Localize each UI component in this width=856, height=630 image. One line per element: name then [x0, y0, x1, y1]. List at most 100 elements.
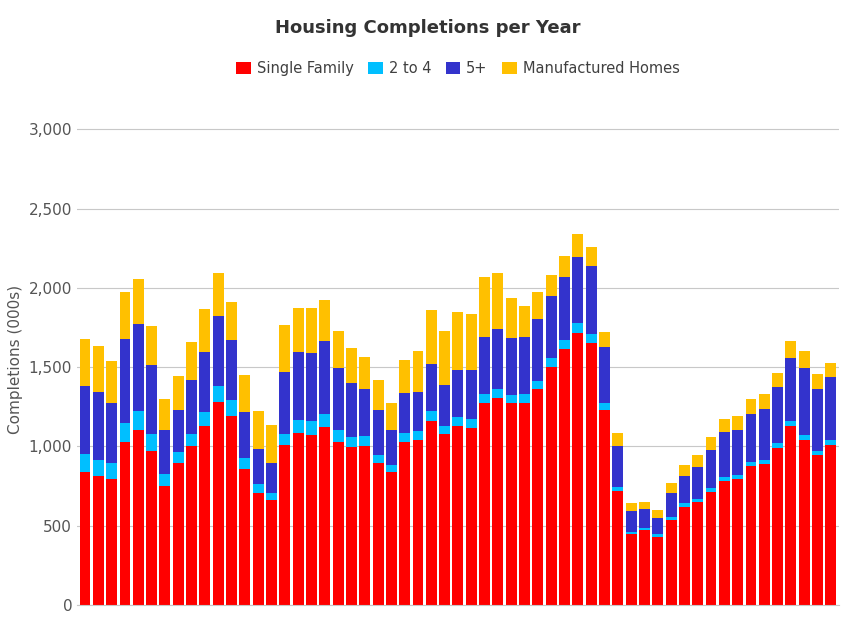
Bar — [93, 476, 104, 605]
Bar — [519, 337, 530, 394]
Bar — [466, 420, 477, 428]
Bar — [333, 331, 343, 369]
Bar — [240, 458, 250, 469]
Bar — [346, 437, 357, 447]
Bar — [226, 340, 237, 401]
Bar — [506, 394, 517, 403]
Bar — [573, 323, 583, 333]
Bar — [279, 445, 290, 605]
Bar — [772, 443, 783, 448]
Bar — [626, 503, 637, 511]
Bar — [346, 348, 357, 383]
Bar — [466, 314, 477, 370]
Bar — [146, 451, 158, 605]
Bar — [586, 266, 597, 334]
Bar — [453, 418, 463, 426]
Bar — [492, 273, 503, 329]
Bar — [133, 279, 144, 324]
Bar — [599, 403, 610, 410]
Bar — [799, 368, 810, 435]
Bar — [293, 420, 304, 433]
Bar — [439, 331, 450, 385]
Bar — [159, 399, 170, 430]
Bar — [266, 463, 277, 493]
Bar — [506, 298, 517, 338]
Bar — [186, 380, 197, 433]
Bar — [253, 449, 264, 484]
Bar — [652, 518, 663, 534]
Bar — [612, 491, 623, 605]
Bar — [732, 430, 743, 475]
Bar — [413, 352, 424, 392]
Bar — [825, 377, 836, 440]
Bar — [240, 469, 250, 605]
Bar — [652, 534, 663, 537]
Bar — [120, 442, 130, 605]
Bar — [758, 460, 770, 464]
Bar — [492, 329, 503, 389]
Bar — [93, 346, 104, 392]
Bar — [612, 487, 623, 491]
Bar — [306, 353, 317, 421]
Bar — [80, 340, 91, 386]
Bar — [586, 343, 597, 605]
Bar — [666, 517, 676, 520]
Y-axis label: Completions (000s): Completions (000s) — [8, 285, 23, 433]
Bar — [106, 403, 117, 463]
Bar — [479, 394, 490, 403]
Bar — [253, 493, 264, 605]
Bar — [492, 389, 503, 398]
Bar — [399, 433, 410, 442]
Bar — [293, 308, 304, 352]
Bar — [799, 440, 810, 605]
Text: Housing Completions per Year: Housing Completions per Year — [276, 19, 580, 37]
Bar — [573, 256, 583, 323]
Bar — [439, 385, 450, 427]
Bar — [120, 340, 130, 423]
Bar — [786, 427, 796, 605]
Bar — [586, 247, 597, 266]
Bar — [333, 369, 343, 430]
Bar — [93, 392, 104, 460]
Bar — [679, 476, 690, 503]
Bar — [705, 488, 716, 491]
Bar — [386, 403, 397, 430]
Bar — [266, 493, 277, 500]
Bar — [666, 483, 676, 493]
Bar — [240, 375, 250, 412]
Bar — [159, 474, 170, 486]
Bar — [453, 426, 463, 605]
Bar — [80, 454, 91, 472]
Bar — [679, 465, 690, 476]
Bar — [426, 421, 437, 605]
Bar — [799, 351, 810, 368]
Bar — [159, 486, 170, 605]
Bar — [532, 292, 544, 319]
Bar — [133, 430, 144, 605]
Bar — [599, 332, 610, 347]
Bar — [360, 437, 370, 446]
Bar — [719, 419, 730, 432]
Bar — [106, 361, 117, 403]
Bar — [599, 410, 610, 605]
Bar — [693, 502, 703, 605]
Bar — [679, 507, 690, 605]
Bar — [226, 416, 237, 605]
Bar — [799, 435, 810, 440]
Bar — [758, 394, 770, 410]
Bar — [293, 352, 304, 420]
Bar — [466, 428, 477, 605]
Bar — [746, 462, 757, 466]
Bar — [439, 427, 450, 434]
Bar — [786, 421, 796, 427]
Bar — [146, 326, 158, 365]
Bar — [279, 372, 290, 433]
Bar — [532, 389, 544, 605]
Bar — [506, 403, 517, 605]
Bar — [213, 402, 223, 605]
Bar — [226, 401, 237, 416]
Bar — [506, 338, 517, 394]
Bar — [199, 412, 211, 427]
Bar — [492, 398, 503, 605]
Bar — [386, 472, 397, 605]
